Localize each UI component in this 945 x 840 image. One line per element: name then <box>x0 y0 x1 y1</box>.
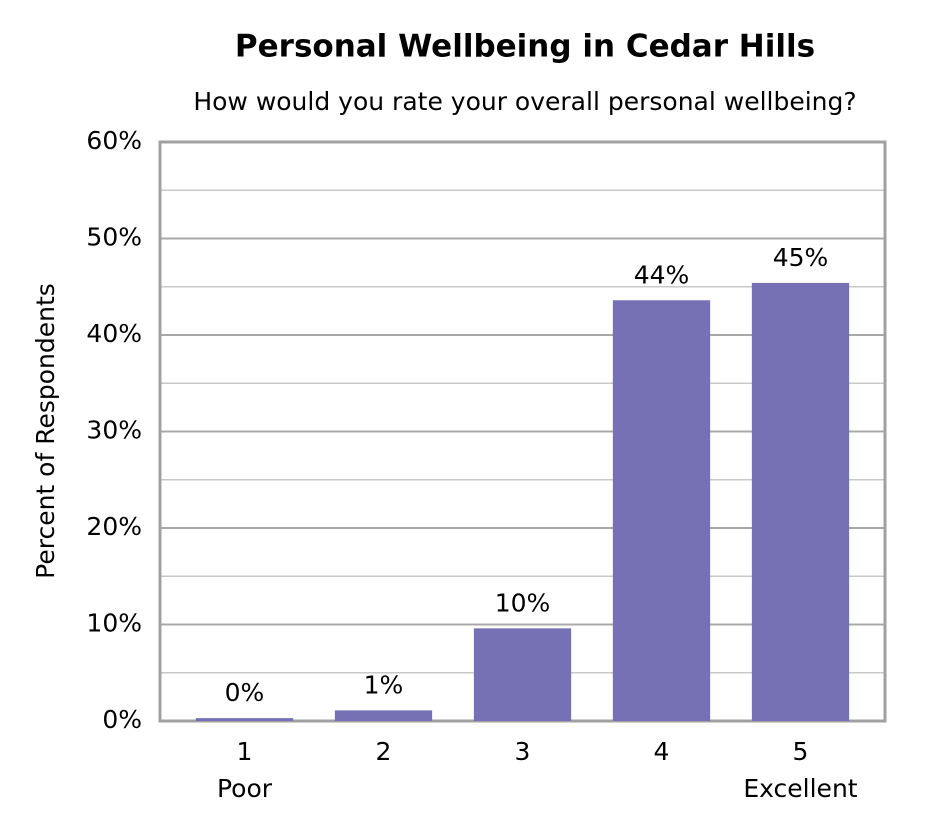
value-label: 44% <box>634 260 690 289</box>
y-tick-label: 60% <box>86 126 142 155</box>
bar <box>612 300 711 721</box>
y-tick-label: 0% <box>102 705 142 734</box>
y-tick-label: 20% <box>86 512 142 541</box>
bar <box>473 628 572 721</box>
x-tick-label: 5 <box>793 737 809 766</box>
value-label: 10% <box>495 588 551 617</box>
value-label: 1% <box>364 670 404 699</box>
value-label: 0% <box>225 678 265 707</box>
x-tick-label: 2 <box>376 737 392 766</box>
x-tick-label: 1 <box>237 737 253 766</box>
bar <box>334 710 433 721</box>
value-label: 45% <box>773 243 829 272</box>
x-tick-sublabel: Poor <box>217 774 273 803</box>
bar <box>751 282 850 721</box>
chart-subtitle: How would you rate your overall personal… <box>193 87 856 116</box>
y-tick-label: 30% <box>86 416 142 445</box>
y-tick-label: 10% <box>86 609 142 638</box>
x-tick-sublabel: Excellent <box>743 774 857 803</box>
chart-title: Personal Wellbeing in Cedar Hills <box>235 29 815 65</box>
x-tick-label: 4 <box>654 737 670 766</box>
y-axis-title: Percent of Respondents <box>31 283 60 579</box>
y-tick-label: 40% <box>86 319 142 348</box>
x-tick-label: 3 <box>515 737 531 766</box>
y-tick-label: 50% <box>86 223 142 252</box>
bar <box>195 718 294 721</box>
